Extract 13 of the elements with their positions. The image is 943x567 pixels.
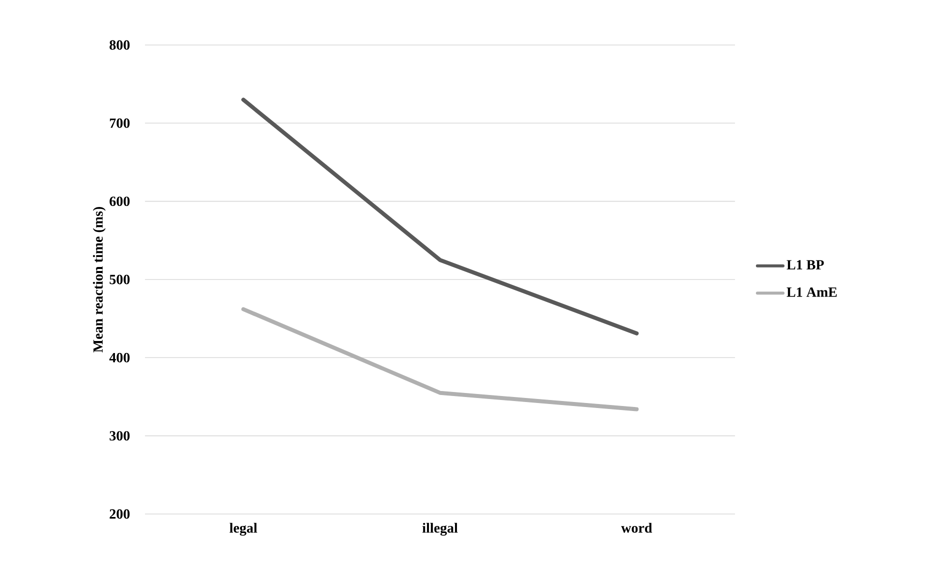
y-tick-label: 600 [110,196,130,206]
y-tick-label: 400 [109,352,130,362]
legend-label: L1 BP [786,260,824,270]
x-tick-label: word [621,522,652,533]
y-tick-label: 800 [110,40,130,50]
y-tick-label: 300 [110,431,130,441]
y-axis-title: Mean reaction time (ms) [92,206,106,352]
y-tick-label: 700 [110,118,130,128]
y-tick-label: 500 [110,274,130,284]
y-tick-label: 200 [110,509,130,519]
x-tick-label: legal [230,522,258,536]
x-tick-label: illegal [422,522,458,536]
legend-label: L1 AmE [786,287,837,297]
